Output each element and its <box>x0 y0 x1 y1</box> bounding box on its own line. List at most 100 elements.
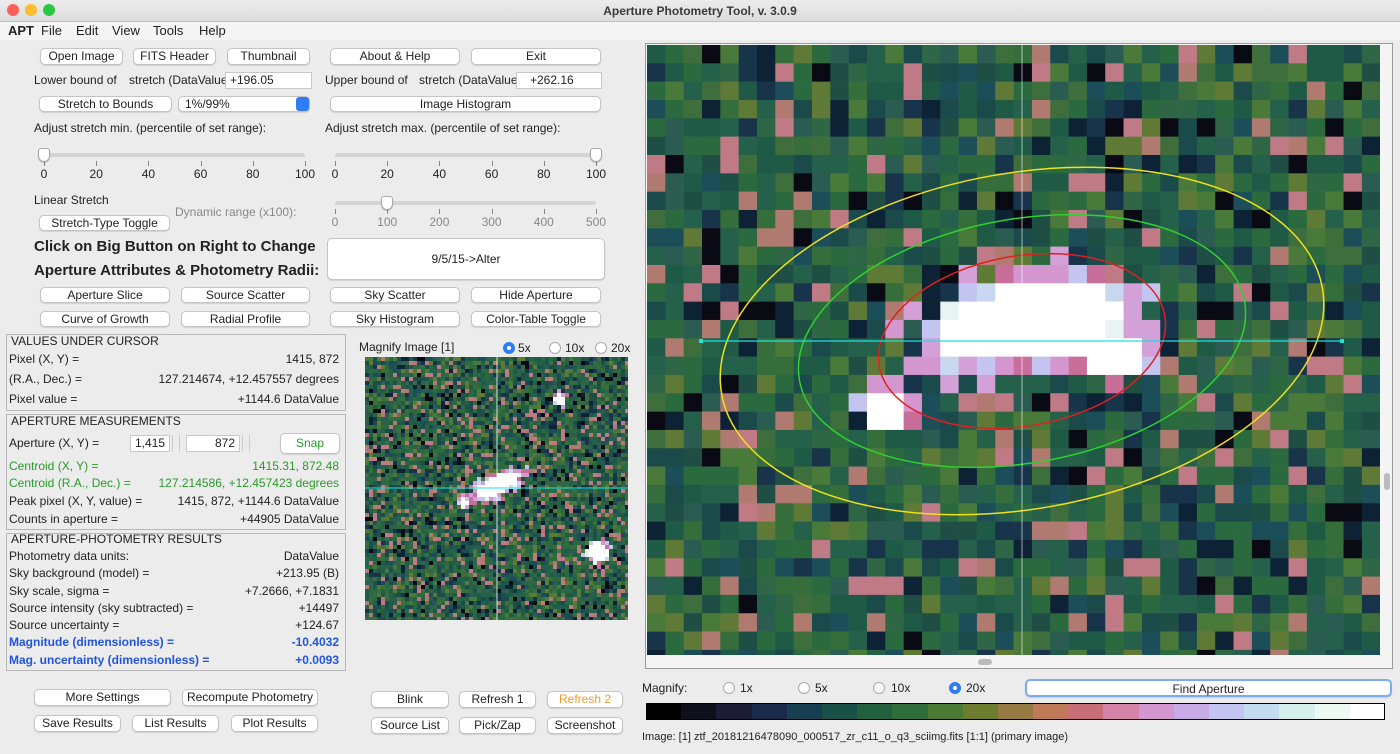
radio-label[interactable]: 20x <box>966 681 986 695</box>
pixel <box>477 401 482 406</box>
radio-button[interactable] <box>595 342 607 354</box>
button[interactable]: Recompute Photometry <box>182 689 318 706</box>
window-control[interactable] <box>43 4 55 16</box>
pixel <box>501 421 506 426</box>
radio-button[interactable] <box>798 682 810 694</box>
button[interactable]: List Results <box>132 715 219 732</box>
button[interactable]: Source Scatter <box>181 287 310 303</box>
slider-track <box>335 201 596 205</box>
pixel <box>401 461 406 466</box>
pixel <box>573 477 578 482</box>
slider-thumb[interactable] <box>38 148 50 162</box>
radio-label[interactable]: 1x <box>740 681 753 695</box>
menu-item[interactable]: View <box>112 23 140 38</box>
magnify-image[interactable] <box>365 357 628 620</box>
button[interactable]: About & Help <box>330 48 460 65</box>
button[interactable]: Open Image <box>40 48 123 65</box>
menu-item[interactable]: Tools <box>153 23 184 38</box>
slider-thumb[interactable] <box>590 148 602 162</box>
button[interactable]: Source List <box>371 717 449 734</box>
pixel <box>545 493 550 498</box>
pixel <box>903 319 923 339</box>
pixel <box>756 356 776 376</box>
button[interactable]: Hide Aperture <box>471 287 601 303</box>
button[interactable]: Thumbnail <box>227 48 310 65</box>
button[interactable]: Save Results <box>34 715 121 732</box>
radio-button[interactable] <box>549 342 561 354</box>
slider-thumb[interactable] <box>381 196 394 210</box>
pixel <box>393 545 398 550</box>
pixel <box>381 417 386 422</box>
radio-button[interactable] <box>723 682 735 694</box>
dropdown[interactable]: 1%/99% <box>178 96 310 112</box>
pixel <box>601 473 606 478</box>
spinner-field[interactable] <box>130 435 170 452</box>
menu-item[interactable]: APT <box>8 23 34 38</box>
pixel <box>609 513 614 518</box>
button[interactable]: 9/5/15->Alter <box>327 238 605 280</box>
scrollbar-thumb[interactable] <box>978 659 992 665</box>
pixel <box>605 401 610 406</box>
button[interactable]: Refresh 2 <box>547 691 623 708</box>
button[interactable]: FITS Header <box>133 48 216 65</box>
button[interactable]: Stretch-Type Toggle <box>39 215 170 231</box>
spinner-arrows[interactable] <box>172 435 180 452</box>
menu-item[interactable]: Edit <box>76 23 99 38</box>
button[interactable]: Exit <box>471 48 601 65</box>
pixel <box>811 466 831 486</box>
pixel <box>541 369 546 374</box>
menu-item[interactable]: File <box>41 23 62 38</box>
window-control[interactable] <box>7 4 19 16</box>
pixel <box>647 191 666 211</box>
radio-label[interactable]: 10x <box>891 681 911 695</box>
button[interactable]: Sky Scatter <box>330 287 460 303</box>
button[interactable]: Color-Table Toggle <box>471 311 601 327</box>
radio-button[interactable] <box>949 682 961 694</box>
pixel <box>885 484 904 504</box>
pixel <box>377 429 382 434</box>
pixel <box>605 453 610 458</box>
window-control[interactable] <box>25 4 37 16</box>
main-image[interactable] <box>647 45 1380 655</box>
pixel <box>365 441 370 446</box>
button[interactable]: Refresh 1 <box>459 691 536 708</box>
button[interactable]: Snap <box>280 433 340 454</box>
button[interactable]: Radial Profile <box>181 311 310 327</box>
pixel <box>385 421 390 426</box>
button[interactable]: Curve of Growth <box>40 311 170 327</box>
pixel <box>647 374 666 394</box>
pixel <box>513 369 518 374</box>
radio-label[interactable]: 20x <box>611 341 631 355</box>
button[interactable]: Find Aperture <box>1025 679 1392 697</box>
menu-item[interactable]: Help <box>199 23 226 38</box>
pixel <box>461 561 466 566</box>
pixel <box>485 409 490 414</box>
pixel <box>1123 558 1143 577</box>
button[interactable]: More Settings <box>34 689 171 706</box>
pixel <box>1251 228 1271 247</box>
button[interactable]: Aperture Slice <box>40 287 170 303</box>
radio-label[interactable]: 5x <box>518 341 531 355</box>
button[interactable]: Sky Histogram <box>330 311 460 327</box>
pixel <box>501 393 506 398</box>
button[interactable]: Pick/Zap <box>459 717 536 734</box>
pixel <box>401 433 406 438</box>
scrollbar-thumb[interactable] <box>1384 473 1390 490</box>
button[interactable]: Stretch to Bounds <box>39 96 172 112</box>
spinner-arrows[interactable] <box>242 435 250 452</box>
spinner-field[interactable] <box>186 435 240 452</box>
button[interactable]: Screenshot <box>547 717 623 734</box>
pixel <box>597 493 602 498</box>
text-field[interactable] <box>516 72 602 89</box>
pixel <box>509 505 514 510</box>
radio-button[interactable] <box>503 342 515 354</box>
button[interactable]: Blink <box>371 691 449 708</box>
pixel <box>457 517 462 522</box>
radio-label[interactable]: 10x <box>565 341 585 355</box>
text-field[interactable] <box>225 72 312 89</box>
radio-button[interactable] <box>873 682 885 694</box>
button[interactable]: Plot Results <box>231 715 318 732</box>
button[interactable]: Image Histogram <box>330 96 601 112</box>
pixel <box>565 517 570 522</box>
radio-label[interactable]: 5x <box>815 681 828 695</box>
